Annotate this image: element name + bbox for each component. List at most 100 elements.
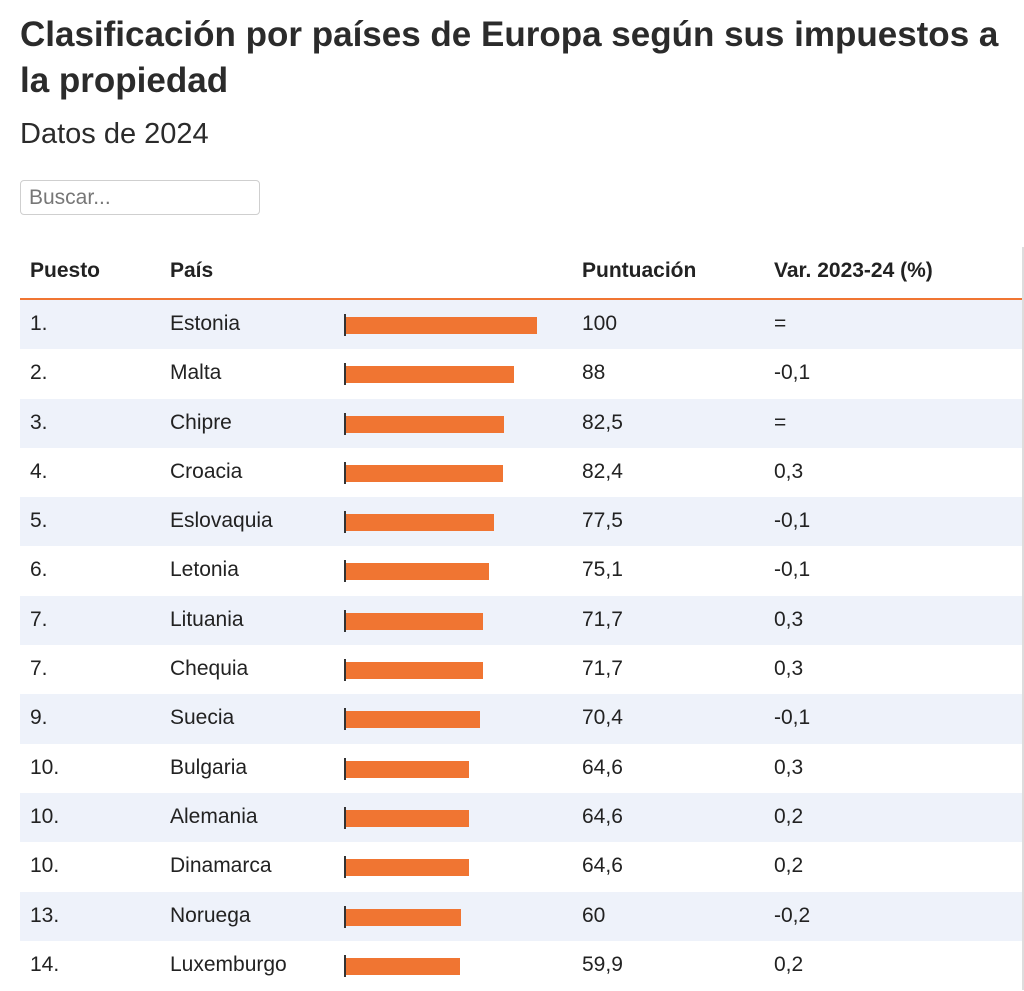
score-bar (346, 563, 490, 581)
country-cell: Chipre (170, 410, 232, 434)
score-cell: 64,6 (582, 854, 623, 878)
variation-cell: 0,3 (774, 607, 804, 631)
variation-cell: = (774, 410, 787, 434)
rank-cell: 3. (30, 410, 48, 434)
variation-cell: -0,2 (774, 903, 811, 927)
score-cell: 60 (582, 903, 606, 927)
score-bar (346, 464, 504, 482)
bar-baseline (344, 363, 346, 386)
table-body: 1. Estonia 100 = 2. Malta 88 -0,1 3. Chipre 82,5 = 4… (20, 300, 1022, 990)
bar-baseline (344, 412, 346, 435)
score-bar (346, 612, 483, 630)
country-cell: Bulgaria (170, 755, 248, 779)
bar-baseline (344, 461, 346, 484)
table-row: 5. Eslovaquia 77,5 -0,1 (20, 497, 1022, 547)
country-cell: Estonia (170, 312, 241, 335)
variation-cell: 0,3 (774, 755, 804, 779)
country-cell: Suecia (170, 706, 235, 730)
column-header-country[interactable]: País (170, 259, 214, 282)
variation-cell: 0,2 (774, 952, 804, 976)
bar-baseline (344, 954, 346, 977)
table-row: 10. Bulgaria 64,6 0,3 (20, 744, 1022, 793)
score-bar (346, 317, 537, 334)
score-bar (346, 711, 481, 729)
score-bar (346, 415, 504, 433)
score-bar (346, 809, 470, 827)
ranking-table: Puesto País Puntuación Var. 2023-24 (%) … (20, 247, 1024, 991)
table-row: 6. Letonia 75,1 -0,1 (20, 546, 1022, 595)
variation-cell: -0,1 (774, 509, 811, 533)
column-header-score[interactable]: Puntuación (582, 259, 697, 282)
table-row: 9. Suecia 70,4 -0,1 (20, 694, 1022, 744)
score-cell: 59,9 (582, 952, 623, 976)
variation-cell: 0,2 (774, 804, 804, 828)
country-cell: Noruega (170, 903, 251, 927)
score-bar (346, 366, 515, 384)
score-cell: 100 (582, 312, 618, 335)
table-row: 2. Malta 88 -0,1 (20, 349, 1022, 398)
variation-cell: 0,2 (774, 854, 804, 878)
country-cell: Croacia (170, 459, 243, 483)
bar-baseline (344, 806, 346, 829)
variation-cell: -0,1 (774, 558, 811, 582)
score-cell: 70,4 (582, 706, 623, 730)
bar-baseline (344, 560, 346, 583)
table-row: 13. Noruega 60 -0,2 (20, 891, 1022, 941)
bar-baseline (344, 856, 346, 879)
country-cell: Eslovaquia (170, 509, 273, 533)
bar-baseline (344, 757, 346, 780)
column-header-variation[interactable]: Var. 2023-24 (%) (774, 259, 933, 282)
country-cell: Malta (170, 361, 222, 385)
score-cell: 71,7 (582, 657, 623, 681)
country-cell: Dinamarca (170, 854, 272, 878)
score-cell: 77,5 (582, 509, 623, 533)
variation-cell: 0,3 (774, 657, 804, 681)
rank-cell: 6. (30, 558, 48, 582)
score-cell: 88 (582, 361, 606, 385)
table-header: Puesto País Puntuación Var. 2023-24 (%) (20, 247, 1022, 300)
bar-baseline (344, 905, 346, 928)
rank-cell: 7. (30, 607, 48, 631)
rank-cell: 13. (30, 903, 60, 927)
score-bar (346, 859, 470, 877)
score-bar (346, 760, 470, 778)
bar-baseline (344, 659, 346, 682)
rank-cell: 14. (30, 952, 60, 976)
table-row: 10. Alemania 64,6 0,2 (20, 792, 1022, 843)
table-row: 3. Chipre 82,5 = (20, 398, 1022, 448)
country-cell: Alemania (170, 804, 258, 828)
rank-cell: 4. (30, 459, 48, 483)
variation-cell: -0,1 (774, 361, 811, 385)
score-cell: 82,5 (582, 410, 623, 434)
bar-baseline (344, 511, 346, 534)
country-cell: Chequia (170, 657, 249, 681)
rank-cell: 2. (30, 361, 48, 385)
country-cell: Lituania (170, 607, 244, 631)
rank-cell: 5. (30, 509, 48, 533)
score-cell: 75,1 (582, 558, 623, 582)
rank-cell: 7. (30, 657, 48, 681)
page-title: Clasificación por países de Europa según… (20, 15, 999, 100)
table-row: 10. Dinamarca 64,6 0,2 (20, 842, 1022, 891)
score-cell: 82,4 (582, 459, 623, 483)
score-cell: 71,7 (582, 607, 623, 631)
score-cell: 64,6 (582, 755, 623, 779)
country-cell: Letonia (170, 558, 239, 582)
bar-baseline (344, 314, 346, 336)
variation-cell: = (774, 312, 787, 335)
country-cell: Luxemburgo (170, 952, 287, 976)
rank-cell: 9. (30, 706, 48, 730)
rank-cell: 1. (30, 312, 48, 335)
search-input[interactable] (20, 180, 260, 215)
variation-cell: -0,1 (774, 706, 811, 730)
variation-cell: 0,3 (774, 459, 804, 483)
bar-baseline (344, 708, 346, 731)
rank-cell: 10. (30, 755, 60, 779)
score-bar (346, 957, 461, 975)
score-bar (346, 662, 483, 680)
score-cell: 64,6 (582, 804, 623, 828)
score-bar (346, 908, 461, 926)
table-row: 14. Luxemburgo 59,9 0,2 (20, 941, 1022, 990)
score-bar (346, 514, 495, 532)
column-header-rank[interactable]: Puesto (30, 259, 101, 282)
